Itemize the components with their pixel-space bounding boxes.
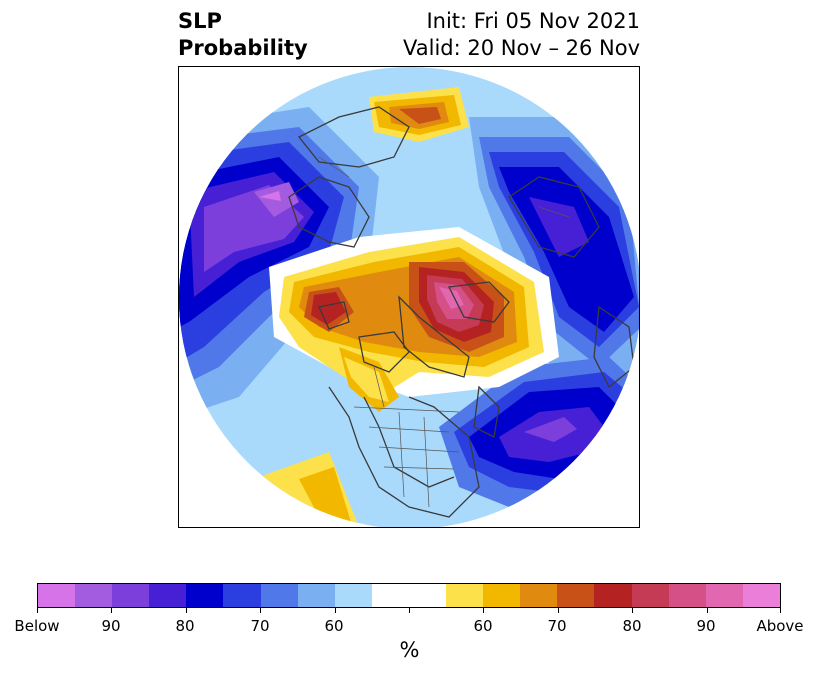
colorbar-label-above-60: 60 xyxy=(473,617,493,635)
colorbar-segment xyxy=(520,584,558,607)
title-right: Init: Fri 05 Nov 2021 Valid: 20 Nov – 26… xyxy=(403,8,640,62)
colorbar xyxy=(37,583,781,608)
colorbar-label-below-80: 80 xyxy=(175,617,195,635)
colorbar-tick xyxy=(409,608,410,613)
colorbar-segment xyxy=(149,584,187,607)
colorbar-tick xyxy=(632,608,633,613)
colorbar-tick xyxy=(260,608,261,613)
map-panel xyxy=(178,66,640,528)
title-left: SLP Probability xyxy=(178,8,308,62)
colorbar-segment xyxy=(371,584,409,607)
coastlines xyxy=(288,106,635,518)
colorbar-segment xyxy=(75,584,113,607)
colorbar-ticks xyxy=(37,608,781,614)
colorbar-label-above-80: 80 xyxy=(622,617,642,635)
colorbar-label-below-60: 60 xyxy=(324,617,344,635)
init-date: Init: Fri 05 Nov 2021 xyxy=(426,9,640,33)
colorbar-segment xyxy=(705,584,743,607)
colorbar-segment xyxy=(38,584,76,607)
polar-map xyxy=(179,67,639,527)
colorbar-segment xyxy=(334,584,372,607)
positive-anomaly-pacific xyxy=(259,452,359,527)
negative-anomaly-pacific xyxy=(179,107,379,417)
colorbar-tick xyxy=(186,608,187,613)
colorbar-segment xyxy=(446,584,484,607)
colorbar-segment xyxy=(223,584,261,607)
colorbar-segment xyxy=(557,584,595,607)
colorbar-tick xyxy=(335,608,336,613)
colorbar-segment xyxy=(631,584,669,607)
colorbar-label-above: Above xyxy=(756,617,804,635)
valid-range: Valid: 20 Nov – 26 Nov xyxy=(403,36,640,60)
colorbar-segment xyxy=(297,584,335,607)
colorbar-segment xyxy=(483,584,521,607)
colorbar-tick xyxy=(111,608,112,613)
positive-anomaly-arctic xyxy=(279,237,544,412)
colorbar-segment xyxy=(186,584,224,607)
colorbar-tick xyxy=(780,608,781,613)
colorbar-tick xyxy=(37,608,38,613)
colorbar-unit: % xyxy=(399,638,420,662)
colorbar-tick xyxy=(558,608,559,613)
title-variable: SLP xyxy=(178,9,222,33)
colorbar-tick xyxy=(707,608,708,613)
colorbar-segment xyxy=(742,584,780,607)
colorbar-label-below-70: 70 xyxy=(250,617,270,635)
negative-anomaly-eurasia xyxy=(469,117,639,397)
title-quantity: Probability xyxy=(178,36,308,60)
colorbar-segment xyxy=(594,584,632,607)
colorbar-label-below-90: 90 xyxy=(101,617,121,635)
colorbar-segment xyxy=(112,584,150,607)
colorbar-segment xyxy=(408,584,447,607)
colorbar-label-above-70: 70 xyxy=(547,617,567,635)
colorbar-segment xyxy=(260,584,298,607)
positive-anomaly-siberia xyxy=(369,87,469,142)
colorbar-tick xyxy=(483,608,484,613)
colorbar-label-below: Below xyxy=(14,617,60,635)
borders xyxy=(318,156,570,508)
colorbar-label-above-90: 90 xyxy=(696,617,716,635)
colorbar-segment xyxy=(668,584,706,607)
